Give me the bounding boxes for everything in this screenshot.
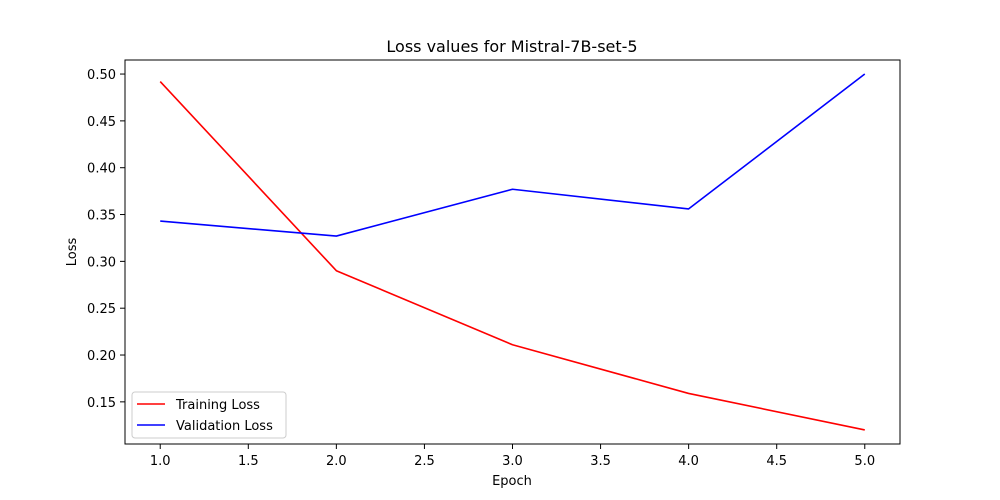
training-loss-line <box>159 80 865 431</box>
legend: Training Loss Validation Loss <box>131 391 287 439</box>
series-layer <box>159 73 866 431</box>
x-tick-label: 5.0 <box>854 454 875 469</box>
y-tick-label: 0.35 <box>87 209 116 224</box>
chart-title: Loss values for Mistral-7B-set-5 <box>386 37 637 56</box>
y-tick-label: 0.50 <box>87 68 116 83</box>
plot-area <box>124 59 901 445</box>
x-tick-label: 3.0 <box>502 454 523 469</box>
x-axis: 1.0 1.5 2.0 2.5 3.0 3.5 4.0 4.5 5.0 <box>150 444 875 469</box>
x-tick-label: 1.0 <box>150 454 171 469</box>
y-tick-label: 0.45 <box>87 115 116 130</box>
y-tick-label: 0.40 <box>87 162 116 177</box>
validation-loss-line <box>160 73 866 237</box>
x-tick-label: 3.5 <box>590 454 611 469</box>
validation-loss-legend-label: Validation Loss <box>176 419 273 434</box>
y-axis: 0.15 0.20 0.25 0.30 0.35 0.40 0.45 0.50 <box>87 68 125 411</box>
training-loss-legend-label: Training Loss <box>175 398 260 413</box>
x-tick-label: 1.5 <box>238 454 259 469</box>
y-tick-label: 0.25 <box>87 302 116 317</box>
x-tick-label: 4.0 <box>678 454 699 469</box>
x-tick-label: 4.5 <box>766 454 787 469</box>
x-tick-label: 2.0 <box>326 454 347 469</box>
y-tick-label: 0.20 <box>87 349 116 364</box>
x-tick-label: 2.5 <box>414 454 435 469</box>
legend-box <box>131 391 287 439</box>
y-tick-label: 0.15 <box>87 396 116 411</box>
x-axis-label: Epoch <box>492 474 532 489</box>
y-tick-label: 0.30 <box>87 255 116 270</box>
y-axis-label: Loss <box>65 238 80 267</box>
